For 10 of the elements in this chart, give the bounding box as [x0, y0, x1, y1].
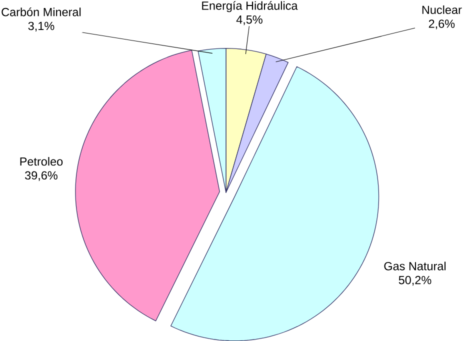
data-label: 3,1% — [28, 22, 54, 32]
data-label: 39,6% — [25, 171, 58, 181]
slice-label: Nuclear — [422, 5, 462, 14]
slice-label: Carbón Mineral — [2, 7, 81, 16]
slice-label: Petroleo — [20, 156, 63, 166]
data-label: 4,5% — [236, 15, 262, 26]
slice-label: Gas Natural — [384, 262, 446, 270]
data-label: 50,2% — [398, 276, 432, 286]
slice-label: Energía Hidráulica — [202, 0, 298, 12]
data-label: 2,6% — [428, 20, 455, 30]
